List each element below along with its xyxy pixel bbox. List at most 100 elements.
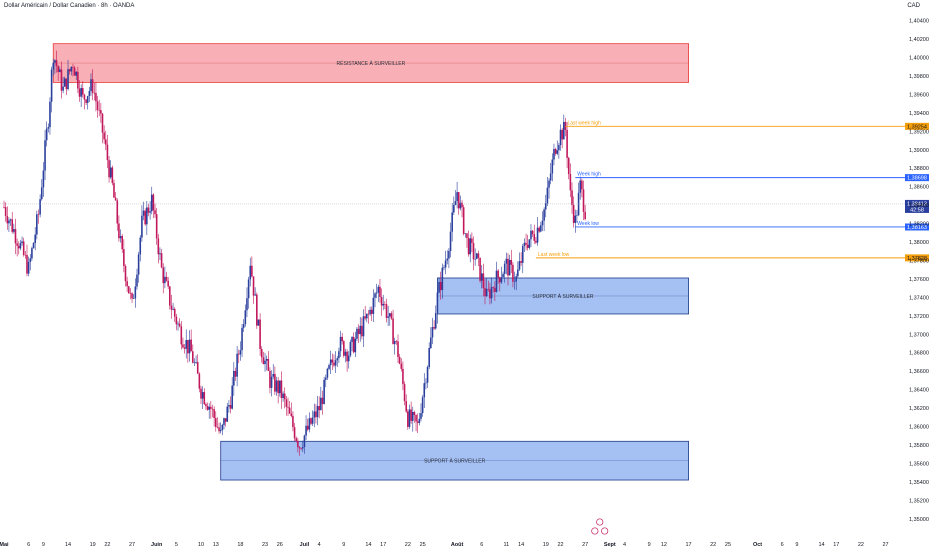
candle-body xyxy=(127,286,130,294)
candle-body xyxy=(331,359,334,363)
candle-body xyxy=(449,231,452,252)
candle-body xyxy=(210,406,212,409)
candle-body xyxy=(410,409,412,421)
candle-body xyxy=(359,325,362,335)
x-tick-label: 14 xyxy=(365,542,371,548)
candle-body xyxy=(430,337,432,349)
candle-body xyxy=(423,383,426,398)
candle-body xyxy=(421,397,424,414)
zone-label-1: SUPPORT À SURVEILLER xyxy=(532,293,594,300)
candle-body xyxy=(228,405,230,407)
candle-body xyxy=(526,244,529,248)
candle-body xyxy=(338,351,340,359)
candle-body xyxy=(459,202,462,209)
y-tick-label: 1,36400 xyxy=(909,388,929,394)
candle-body xyxy=(40,187,43,200)
candle-body xyxy=(308,418,311,430)
x-tick-label: 6 xyxy=(480,542,483,548)
x-axis: Mai 6 9 14 19 22 27 Juin 5 10 13 18 23 26 Juil 4 9 14 17 22… xyxy=(0,542,889,548)
candle-body xyxy=(19,243,22,249)
candle-body xyxy=(315,411,317,418)
y-tick-label: 1,38000 xyxy=(909,240,929,246)
candle-body xyxy=(170,305,173,310)
candle-body xyxy=(208,406,211,410)
candle-body xyxy=(408,409,411,427)
level-label-0: Last week high xyxy=(567,120,601,126)
candle-body xyxy=(147,207,150,213)
candle-body xyxy=(480,273,483,281)
candle-body xyxy=(280,380,283,398)
candle-body xyxy=(536,227,539,243)
candle-body xyxy=(32,243,35,249)
candle-body xyxy=(274,373,276,392)
candle-body xyxy=(306,425,309,430)
candle-body xyxy=(37,214,40,215)
candle-body xyxy=(295,438,298,441)
candle-body xyxy=(323,379,325,404)
x-tick-label: 10 xyxy=(198,542,204,548)
candle-body xyxy=(164,276,166,284)
chart-title: Dollar Américain / Dollar Canadien · 8h … xyxy=(4,3,135,9)
candle-body xyxy=(91,79,94,93)
candle-body xyxy=(177,323,179,325)
candle-body xyxy=(525,242,527,245)
candle-body xyxy=(544,203,547,210)
candle-body xyxy=(9,219,12,221)
candle-body xyxy=(372,297,375,314)
candle-body xyxy=(395,341,398,342)
candle-body xyxy=(193,362,196,363)
candle-body xyxy=(361,325,363,337)
candle-body xyxy=(85,99,87,103)
candle-body xyxy=(175,316,178,325)
economic-event-icon xyxy=(601,527,609,535)
candle-body xyxy=(500,277,503,283)
candle-body xyxy=(489,289,491,299)
price-tag-3 xyxy=(905,254,929,262)
candle-body xyxy=(451,212,453,232)
candle-body xyxy=(55,60,58,67)
candle-body xyxy=(149,211,151,213)
candle-body xyxy=(3,206,5,208)
candle-body xyxy=(173,308,176,317)
candle-body xyxy=(213,409,215,419)
candle-body xyxy=(572,204,575,223)
candle-body xyxy=(326,368,329,378)
candle-body xyxy=(288,407,291,414)
candle-body xyxy=(392,318,394,345)
candle-body xyxy=(249,265,252,280)
candle-body xyxy=(505,258,508,264)
economic-event-icon xyxy=(591,527,599,535)
candle-body xyxy=(415,415,417,422)
candle-body xyxy=(428,348,430,368)
candle-body xyxy=(523,242,526,247)
candle-body xyxy=(561,129,563,140)
candle-body xyxy=(13,229,15,232)
candle-body xyxy=(277,380,279,394)
candle-body xyxy=(484,288,486,297)
candle-body xyxy=(462,207,465,234)
y-tick-label: 1,40000 xyxy=(909,56,929,62)
candle-body xyxy=(34,234,36,244)
y-tick-label: 1,35000 xyxy=(909,517,929,523)
candle-body xyxy=(150,194,153,212)
candle-body xyxy=(474,258,476,260)
x-tick-label: 9 xyxy=(342,542,345,548)
candle-body xyxy=(182,344,184,348)
candle-body xyxy=(490,287,493,299)
candle-body xyxy=(200,388,202,399)
candle-body xyxy=(17,245,20,249)
candle-body xyxy=(160,253,163,268)
price-tag-0 xyxy=(905,122,929,130)
candle-body xyxy=(134,286,137,299)
candle-body xyxy=(93,92,96,94)
zone-label-2: SUPPORT À SURVEILLER xyxy=(424,457,486,464)
candle-body xyxy=(60,69,63,91)
candle-body xyxy=(50,69,53,102)
candle-body xyxy=(369,309,371,315)
candle-body xyxy=(119,236,122,239)
candle-body xyxy=(482,273,485,289)
candle-body xyxy=(487,288,490,290)
candle-body xyxy=(310,418,312,424)
y-tick-label: 1,40400 xyxy=(909,19,929,25)
